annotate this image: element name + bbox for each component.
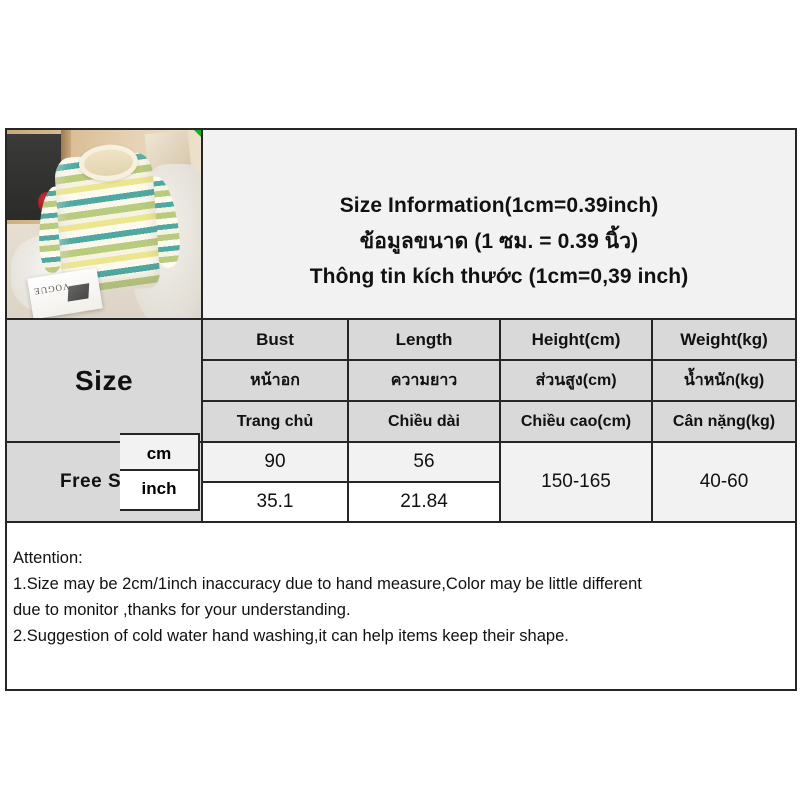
green-corner-marker-icon (193, 130, 201, 138)
header-weight-vi: Cân nặng(kg) (650, 400, 798, 443)
header-weight-en: Weight(kg) (650, 318, 798, 361)
unit-cell-cm: cm (120, 433, 200, 471)
size-column-header: Size (5, 318, 203, 443)
banner-line-vietnamese: Thông tin kích thước (1cm=0,39 inch) (309, 264, 689, 288)
table-row-banner: VOGUE Size Information(1cm=0.39inch) ข้อ… (5, 128, 798, 320)
cell-bust-cm: 90 (201, 441, 349, 483)
size-information-table: VOGUE Size Information(1cm=0.39inch) ข้อ… (4, 128, 798, 691)
title-banner: Size Information(1cm=0.39inch) ข้อมูลขนา… (203, 130, 795, 318)
header-bust-th: หน้าอก (201, 359, 349, 402)
table-row-header-thai: หน้าอก ความยาว ส่วนสูง(cm) น้ำหนัก(kg) (6, 359, 798, 402)
product-photo: VOGUE (7, 130, 201, 318)
attention-block: Attention: 1.Size may be 2cm/1inch inacc… (13, 545, 789, 649)
attention-line-3: 2.Suggestion of cold water hand washing,… (13, 627, 569, 645)
title-banner-cell: Size Information(1cm=0.39inch) ข้อมูลขนา… (200, 128, 798, 320)
unit-cell-inch: inch (120, 471, 200, 511)
cell-height-range: 150-165 (499, 441, 653, 523)
photo-magazine-label: VOGUE (33, 281, 71, 297)
cell-weight-range: 40-60 (650, 441, 798, 523)
header-height-vi: Chiều cao(cm) (499, 400, 653, 443)
cell-length-inch: 21.84 (347, 481, 501, 523)
banner-line-english: Size Information(1cm=0.39inch) (339, 193, 659, 217)
header-length-en: Length (347, 318, 501, 361)
product-photo-cell: VOGUE (5, 128, 203, 320)
unit-column: cm inch (120, 433, 200, 511)
header-bust-vi: Trang chủ (201, 400, 349, 443)
header-height-en: Height(cm) (499, 318, 653, 361)
attention-cell: Attention: 1.Size may be 2cm/1inch inacc… (4, 521, 798, 691)
header-height-th: ส่วนสูง(cm) (499, 359, 653, 402)
table-row-header-english: Size Bust Length Height(cm) Weight(kg) (5, 318, 798, 443)
cell-bust-inch: 35.1 (201, 481, 349, 523)
header-bust-en: Bust (201, 318, 349, 361)
table-row-inch: 35.1 21.84 (6, 481, 796, 523)
header-length-th: ความยาว (347, 359, 501, 402)
banner-line-thai: ข้อมูลขนาด (1 ซม. = 0.39 นิ้ว) (359, 229, 639, 253)
cell-length-cm: 56 (347, 441, 501, 483)
attention-line-2: due to monitor ,thanks for your understa… (13, 601, 351, 619)
table-row-attention: Attention: 1.Size may be 2cm/1inch inacc… (4, 521, 798, 691)
attention-line-1: 1.Size may be 2cm/1inch inaccuracy due t… (13, 575, 642, 593)
header-length-vi: Chiều dài (347, 400, 501, 443)
attention-title: Attention: (13, 549, 83, 567)
table-row-header-vietnamese: Trang chủ Chiều dài Chiều cao(cm) Cân nặ… (6, 400, 798, 443)
header-weight-th: น้ำหนัก(kg) (650, 359, 798, 402)
